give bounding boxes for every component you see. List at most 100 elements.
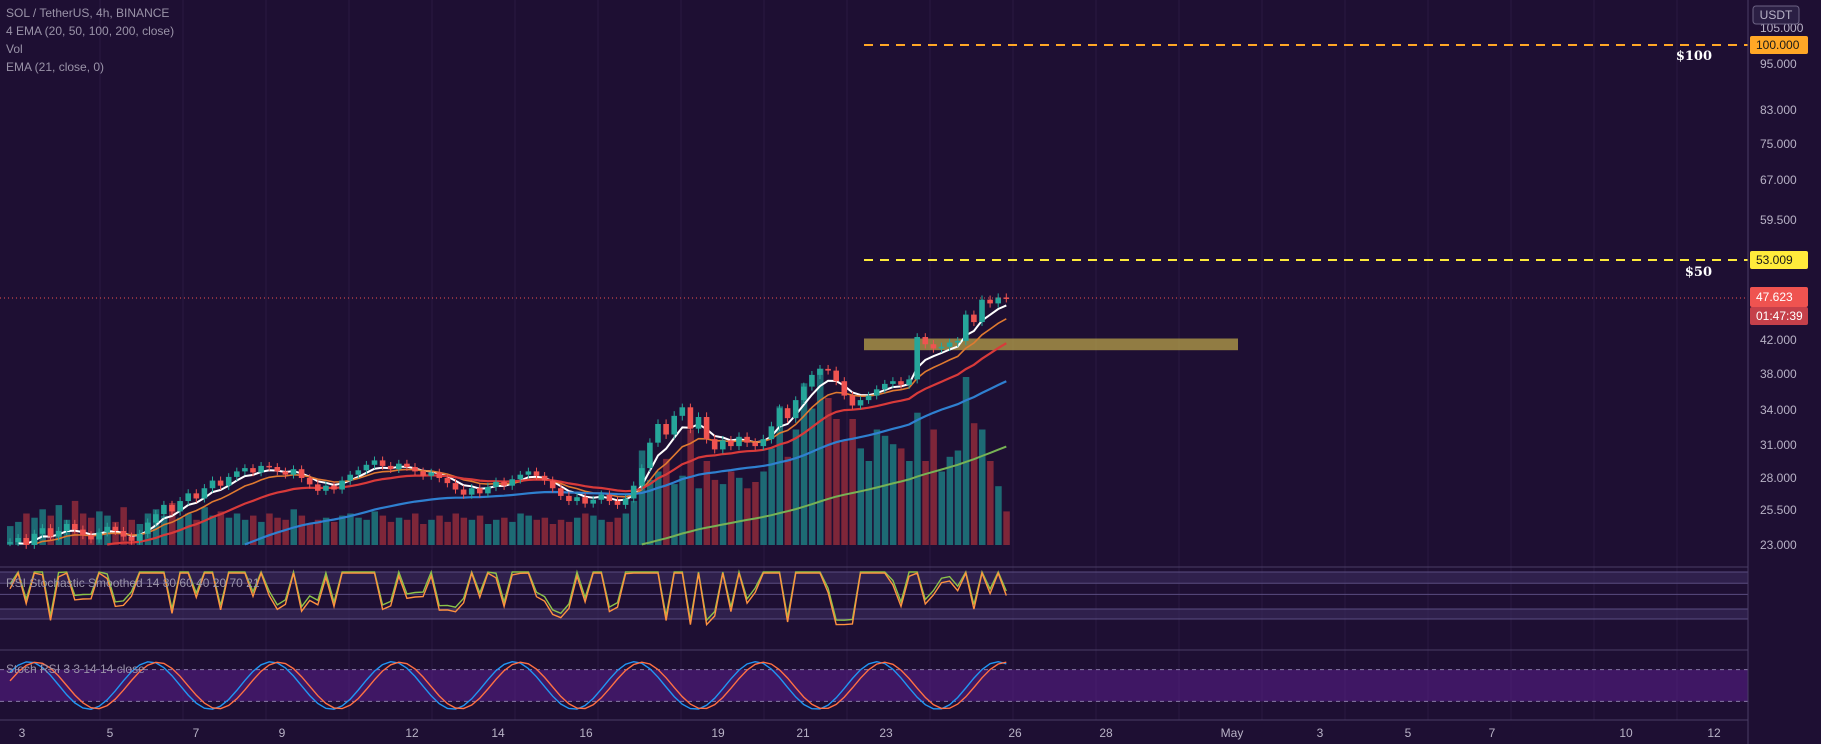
candle[interactable] [428,468,434,480]
candle[interactable] [817,364,823,379]
candle[interactable] [39,524,46,538]
candle[interactable] [387,462,394,474]
stoch-pane[interactable]: 100.000.00 [0,652,1797,719]
candle[interactable] [63,519,70,536]
candle[interactable] [922,333,929,349]
candle[interactable] [177,497,183,516]
candle[interactable] [404,459,410,471]
symbol-title[interactable]: SOL / TetherUS, 4h, BINANCE [6,6,170,20]
candle[interactable] [946,338,953,352]
candle[interactable] [80,525,86,540]
candle[interactable] [250,464,256,477]
candle[interactable] [809,370,815,391]
candle[interactable] [776,404,783,431]
candle[interactable] [452,478,459,494]
candle[interactable] [898,377,904,389]
candle[interactable] [331,481,337,494]
candle[interactable] [647,438,653,472]
candle[interactable] [630,481,637,503]
candle[interactable] [258,462,264,477]
candle[interactable] [954,336,961,347]
candle[interactable] [315,480,321,495]
candle[interactable] [598,490,605,504]
candle[interactable] [460,485,467,499]
candle[interactable] [290,465,297,479]
candle[interactable] [695,412,702,434]
candle[interactable] [703,412,710,444]
candle[interactable] [566,491,572,506]
candle[interactable] [979,295,985,327]
candle[interactable] [590,495,596,508]
candle[interactable] [987,295,993,308]
candle[interactable] [882,379,888,394]
candle[interactable] [930,340,937,353]
candle[interactable] [792,396,799,423]
candle[interactable] [614,497,621,509]
candle[interactable] [282,467,289,479]
candle[interactable] [347,470,353,485]
candle[interactable] [209,476,216,493]
candle[interactable] [136,529,143,545]
candle[interactable] [865,391,872,404]
candle[interactable] [752,438,758,451]
candle[interactable] [533,467,540,480]
candle[interactable] [217,476,224,490]
candle[interactable] [55,526,62,541]
candle[interactable] [558,484,564,501]
candle[interactable] [857,396,864,410]
candle[interactable] [23,534,29,549]
candle[interactable] [225,473,232,490]
volume-legend[interactable]: Vol [6,42,23,56]
candle[interactable] [736,432,742,451]
candle[interactable] [914,333,920,384]
candle[interactable] [153,509,159,527]
candle[interactable] [784,404,791,423]
ema-legend[interactable]: 4 EMA (20, 50, 100, 200, close) [6,24,175,38]
candle[interactable] [525,467,532,479]
candle[interactable] [104,522,110,537]
candle[interactable] [161,500,167,519]
candle[interactable] [201,484,208,503]
candle[interactable] [128,532,135,545]
candle[interactable] [185,489,191,506]
candle[interactable] [371,456,378,469]
candle[interactable] [396,459,402,474]
candle[interactable] [379,456,386,470]
candle[interactable] [728,435,734,451]
candle[interactable] [655,419,661,447]
stoch-legend[interactable]: Stoch RSI 3 3 14 14 close [6,662,145,676]
candle[interactable] [363,460,370,475]
candle[interactable] [144,518,151,538]
candle[interactable] [841,377,848,400]
candle[interactable] [234,467,240,482]
candle[interactable] [112,522,119,536]
candle[interactable] [468,484,475,499]
candle[interactable] [582,493,588,508]
candle[interactable] [995,293,1001,308]
candle[interactable] [711,434,718,454]
candle[interactable] [833,366,839,386]
candle[interactable] [622,494,629,509]
candle[interactable] [412,463,418,476]
time-axis[interactable]: 3 5 7 9 12 14 16 19 21 23 26 28 May 3 5 7 10 12 [19,726,1721,740]
candle[interactable] [7,538,13,547]
candle[interactable] [485,482,491,498]
candle[interactable] [574,493,580,506]
candle[interactable] [801,382,807,404]
candle[interactable] [444,474,451,488]
candle[interactable] [323,481,329,495]
candle[interactable] [517,470,524,484]
candle[interactable] [501,477,507,490]
candle[interactable] [890,377,896,388]
candle[interactable] [671,411,677,439]
candle[interactable] [679,403,686,421]
candle[interactable] [298,465,305,483]
candle[interactable] [687,403,694,434]
candle[interactable] [720,435,726,454]
candle[interactable] [477,484,483,498]
candle[interactable] [120,526,127,541]
candle[interactable] [549,476,556,493]
sma-legend[interactable]: EMA (21, close, 0) [6,60,105,74]
candle[interactable] [193,489,200,503]
